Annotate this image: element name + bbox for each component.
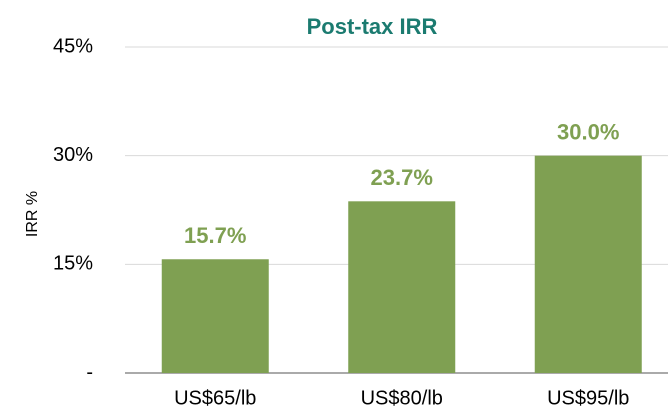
bar xyxy=(161,259,269,373)
data-label: 30.0% xyxy=(557,119,619,144)
y-tick-label: - xyxy=(86,361,93,383)
x-tick-label: US$80/lb xyxy=(361,387,443,409)
data-label: 15.7% xyxy=(184,223,246,248)
y-tick-label: 30% xyxy=(53,144,93,166)
bar xyxy=(534,155,642,373)
bar xyxy=(348,201,456,373)
data-label: 23.7% xyxy=(371,165,433,190)
x-tick-label: US$65/lb xyxy=(174,387,256,409)
y-axis-label: IRR % xyxy=(24,191,41,237)
y-tick-label: 15% xyxy=(53,253,93,275)
y-tick-label: 45% xyxy=(53,35,93,57)
x-tick-label: US$95/lb xyxy=(547,387,629,409)
chart-title: Post-tax IRR xyxy=(307,14,438,39)
